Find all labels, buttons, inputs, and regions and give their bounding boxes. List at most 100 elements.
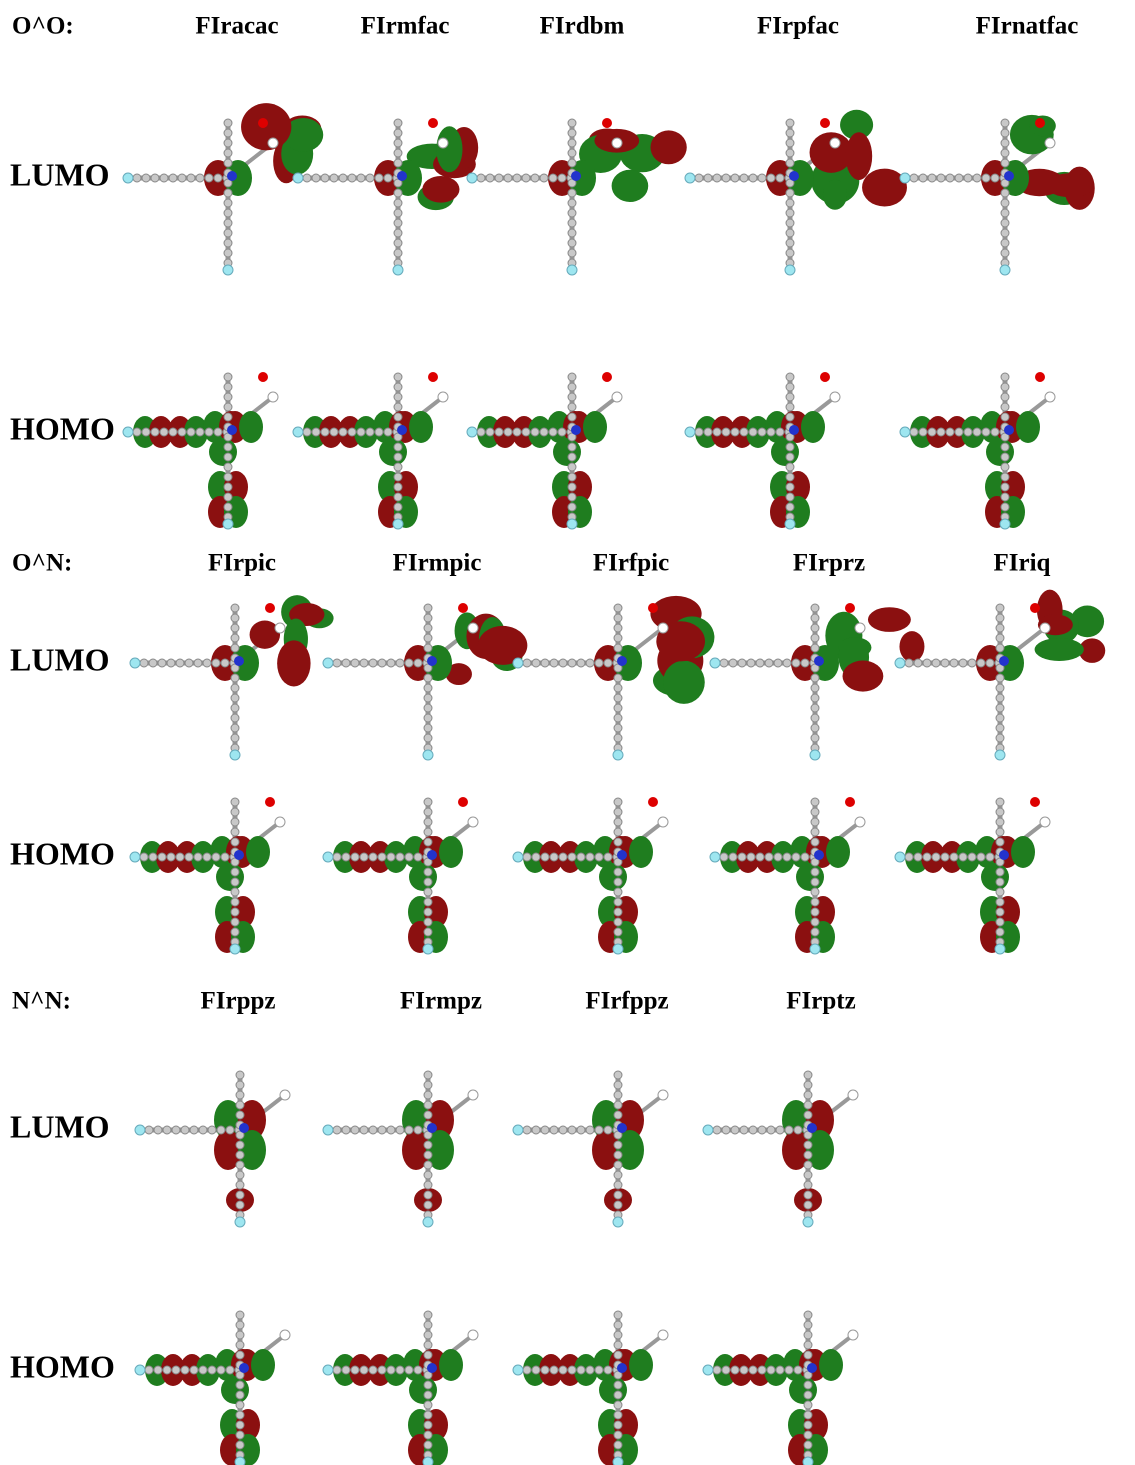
atom bbox=[236, 1201, 244, 1209]
atom bbox=[396, 853, 404, 861]
orbital-lobe bbox=[629, 1349, 653, 1381]
atom bbox=[713, 1126, 721, 1134]
atom bbox=[811, 798, 819, 806]
atom bbox=[614, 1191, 622, 1199]
atom bbox=[804, 1381, 812, 1389]
atom bbox=[973, 428, 981, 436]
atom bbox=[181, 1126, 189, 1134]
atom bbox=[617, 656, 627, 666]
atom bbox=[1001, 473, 1009, 481]
atom bbox=[231, 898, 239, 906]
compound-name: FIrprz bbox=[793, 550, 865, 577]
atom bbox=[758, 174, 766, 182]
atom bbox=[378, 853, 386, 861]
atom bbox=[172, 1126, 180, 1134]
atom bbox=[231, 684, 239, 692]
atom bbox=[614, 1391, 622, 1399]
atom bbox=[946, 174, 954, 182]
orbital-label: HOMO bbox=[10, 410, 115, 446]
atom bbox=[394, 149, 402, 157]
atom bbox=[740, 1366, 748, 1374]
atom bbox=[811, 928, 819, 936]
atom bbox=[658, 817, 668, 827]
atom bbox=[194, 659, 202, 667]
atom bbox=[190, 1366, 198, 1374]
atom bbox=[231, 838, 239, 846]
atom bbox=[568, 219, 576, 227]
atom bbox=[387, 853, 395, 861]
atom bbox=[695, 428, 703, 436]
atom bbox=[438, 138, 448, 148]
orbital-lobe bbox=[379, 438, 407, 466]
atom bbox=[568, 249, 576, 257]
atom bbox=[658, 623, 668, 633]
orbital-lobe bbox=[846, 132, 873, 180]
atom bbox=[895, 658, 905, 668]
atom bbox=[614, 1341, 622, 1349]
atom bbox=[531, 174, 539, 182]
atom bbox=[394, 249, 402, 257]
atom bbox=[221, 659, 229, 667]
atom bbox=[811, 704, 819, 712]
atom bbox=[786, 209, 794, 217]
atom bbox=[747, 853, 755, 861]
atom bbox=[577, 1366, 585, 1374]
atom bbox=[224, 443, 232, 451]
atom bbox=[568, 503, 576, 511]
atom bbox=[785, 1366, 793, 1374]
atom bbox=[568, 393, 576, 401]
atom bbox=[333, 1366, 341, 1374]
atom bbox=[187, 174, 195, 182]
atom bbox=[811, 624, 819, 632]
atom bbox=[330, 428, 338, 436]
atom bbox=[614, 1381, 622, 1389]
atom bbox=[786, 159, 794, 167]
orbital-lobe bbox=[801, 411, 825, 443]
atom bbox=[811, 878, 819, 886]
atom bbox=[258, 118, 268, 128]
atom bbox=[614, 908, 622, 916]
atom bbox=[231, 928, 239, 936]
atom bbox=[236, 1321, 244, 1329]
atom bbox=[804, 1401, 812, 1409]
atom bbox=[614, 624, 622, 632]
atom bbox=[568, 209, 576, 217]
atom bbox=[996, 918, 1004, 926]
atom bbox=[1030, 603, 1040, 613]
atom bbox=[577, 853, 585, 861]
atom bbox=[567, 265, 577, 275]
atom bbox=[996, 818, 1004, 826]
atom bbox=[820, 372, 830, 382]
orbital-label: HOMO bbox=[10, 835, 115, 871]
atom bbox=[783, 853, 791, 861]
atom bbox=[303, 174, 311, 182]
atom bbox=[384, 174, 392, 182]
atom bbox=[568, 493, 576, 501]
orbital-lobe bbox=[1016, 411, 1040, 443]
atom bbox=[804, 1201, 812, 1209]
orbital-lobe bbox=[239, 411, 263, 443]
atom bbox=[713, 174, 721, 182]
atom bbox=[786, 373, 794, 381]
atom bbox=[523, 853, 531, 861]
atom bbox=[231, 808, 239, 816]
atom bbox=[387, 659, 395, 667]
atom bbox=[614, 634, 622, 642]
atom bbox=[226, 1366, 234, 1374]
atom bbox=[1001, 149, 1009, 157]
atom bbox=[212, 659, 220, 667]
atom bbox=[172, 1366, 180, 1374]
atom bbox=[713, 428, 721, 436]
atom bbox=[767, 1366, 775, 1374]
atom bbox=[549, 428, 557, 436]
atom bbox=[996, 624, 1004, 632]
atom bbox=[614, 888, 622, 896]
atom bbox=[231, 868, 239, 876]
atom bbox=[1001, 249, 1009, 257]
atom bbox=[1000, 519, 1010, 529]
atom bbox=[776, 428, 784, 436]
atom bbox=[810, 944, 820, 954]
atom bbox=[937, 174, 945, 182]
atom bbox=[614, 1431, 622, 1439]
atom bbox=[804, 1081, 812, 1089]
